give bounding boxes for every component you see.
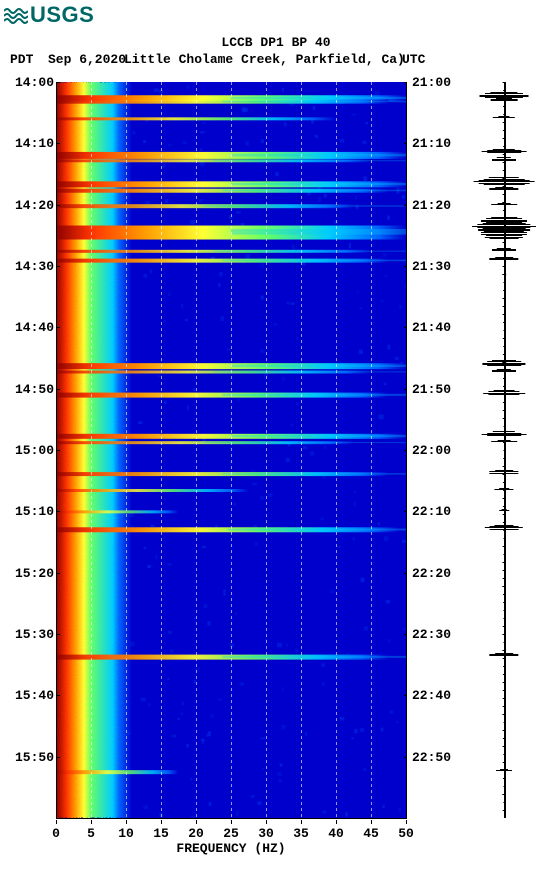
right-tick-label: 22:50 xyxy=(412,750,451,765)
left-tick-label: 14:40 xyxy=(15,320,54,335)
right-time-axis: 21:0021:1021:2021:3021:4021:5022:0022:10… xyxy=(410,82,458,818)
x-tick-label: 50 xyxy=(398,826,414,841)
x-tick-label: 30 xyxy=(258,826,274,841)
left-tick-label: 15:40 xyxy=(15,688,54,703)
x-tick-label: 40 xyxy=(328,826,344,841)
left-tick-label: 15:10 xyxy=(15,504,54,519)
right-tick-label: 22:20 xyxy=(412,566,451,581)
left-time-axis: 14:0014:1014:2014:3014:4014:5015:0015:10… xyxy=(6,82,54,818)
right-tick-label: 22:30 xyxy=(412,627,451,642)
usgs-waves-icon xyxy=(4,5,28,25)
x-tick-label: 15 xyxy=(153,826,169,841)
left-tick-label: 15:30 xyxy=(15,627,54,642)
spectrogram-svg xyxy=(56,82,406,818)
left-tick-label: 15:20 xyxy=(15,566,54,581)
right-tick-label: 21:40 xyxy=(412,320,451,335)
x-tick-label: 5 xyxy=(87,826,95,841)
x-axis-title: FREQUENCY (HZ) xyxy=(56,841,406,856)
right-tick-label: 22:10 xyxy=(412,504,451,519)
date-label: Sep 6,2020 xyxy=(48,52,126,67)
left-tick-label: 14:00 xyxy=(15,75,54,90)
right-tick-label: 21:00 xyxy=(412,75,451,90)
right-tick-label: 22:40 xyxy=(412,688,451,703)
usgs-logo: USGS xyxy=(4,2,94,28)
right-tick-label: 21:10 xyxy=(412,136,451,151)
x-tick-label: 35 xyxy=(293,826,309,841)
right-tick-label: 21:30 xyxy=(412,259,451,274)
usgs-logo-text: USGS xyxy=(30,2,94,27)
tz-left-label: PDT xyxy=(10,52,33,67)
left-tick-label: 14:30 xyxy=(15,259,54,274)
right-tick-label: 22:00 xyxy=(412,443,451,458)
left-tick-label: 15:50 xyxy=(15,750,54,765)
location-label: Little Cholame Creek, Parkfield, Ca) xyxy=(124,52,405,67)
right-tick-label: 21:50 xyxy=(412,382,451,397)
left-tick-label: 14:20 xyxy=(15,198,54,213)
x-tick-label: 45 xyxy=(363,826,379,841)
right-tick-label: 21:20 xyxy=(412,198,451,213)
x-tick-label: 0 xyxy=(52,826,60,841)
left-tick-label: 15:00 xyxy=(15,443,54,458)
x-tick-label: 10 xyxy=(118,826,134,841)
x-tick-label: 20 xyxy=(188,826,204,841)
chart-title: LCCB DP1 BP 40 xyxy=(0,35,552,50)
x-tick-label: 25 xyxy=(223,826,239,841)
left-tick-label: 14:10 xyxy=(15,136,54,151)
tz-right-label: UTC xyxy=(402,52,425,67)
left-tick-label: 14:50 xyxy=(15,382,54,397)
seismogram-trace xyxy=(468,82,540,818)
spectrogram-plot xyxy=(56,82,406,818)
frequency-axis: FREQUENCY (HZ) 05101520253035404550 xyxy=(56,818,406,858)
